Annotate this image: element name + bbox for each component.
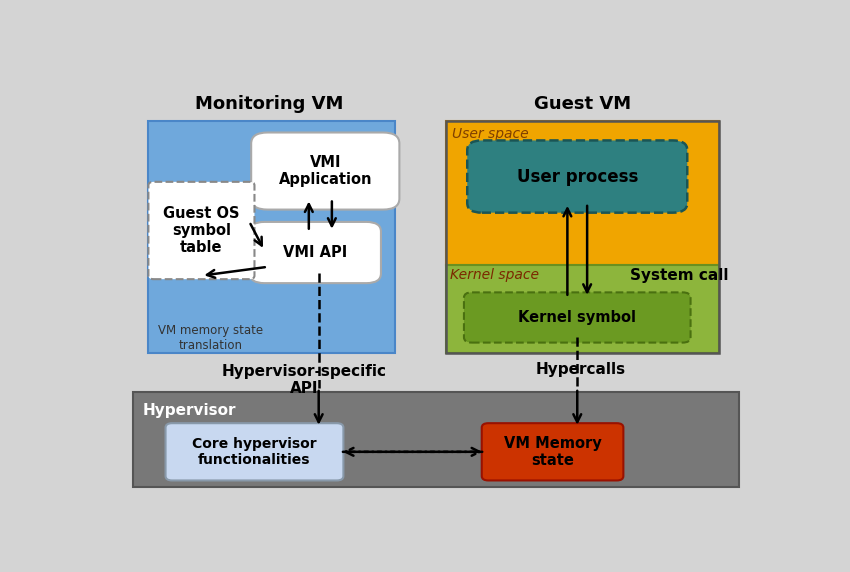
FancyBboxPatch shape (149, 182, 254, 279)
Bar (133, 392, 739, 487)
Bar (445, 121, 719, 353)
Text: User process: User process (517, 168, 638, 185)
Text: Monitoring VM: Monitoring VM (196, 95, 343, 113)
Bar (445, 121, 719, 265)
Text: VM memory state
translation: VM memory state translation (158, 324, 263, 352)
Text: Hypervisor: Hypervisor (143, 403, 236, 418)
Text: System call: System call (630, 268, 728, 283)
FancyBboxPatch shape (250, 222, 381, 283)
Bar (148, 121, 394, 353)
Text: Kernel symbol: Kernel symbol (518, 310, 637, 325)
Text: Kernel space: Kernel space (450, 268, 539, 282)
Text: Core hypervisor
functionalities: Core hypervisor functionalities (192, 437, 317, 467)
FancyBboxPatch shape (468, 141, 688, 213)
FancyBboxPatch shape (464, 292, 690, 343)
FancyBboxPatch shape (482, 423, 623, 480)
Text: Hypercalls: Hypercalls (536, 362, 626, 376)
Text: VM Memory
state: VM Memory state (504, 436, 602, 468)
Text: VMI API: VMI API (283, 245, 348, 260)
FancyBboxPatch shape (166, 423, 343, 480)
FancyBboxPatch shape (252, 133, 400, 209)
Text: VMI
Application: VMI Application (279, 155, 372, 187)
Text: Guest OS
symbol
table: Guest OS symbol table (163, 205, 240, 256)
Text: User space: User space (452, 127, 529, 141)
Text: Guest VM: Guest VM (534, 95, 631, 113)
Bar (445, 265, 719, 353)
Text: Hypervisor-specific
API: Hypervisor-specific API (221, 364, 387, 396)
